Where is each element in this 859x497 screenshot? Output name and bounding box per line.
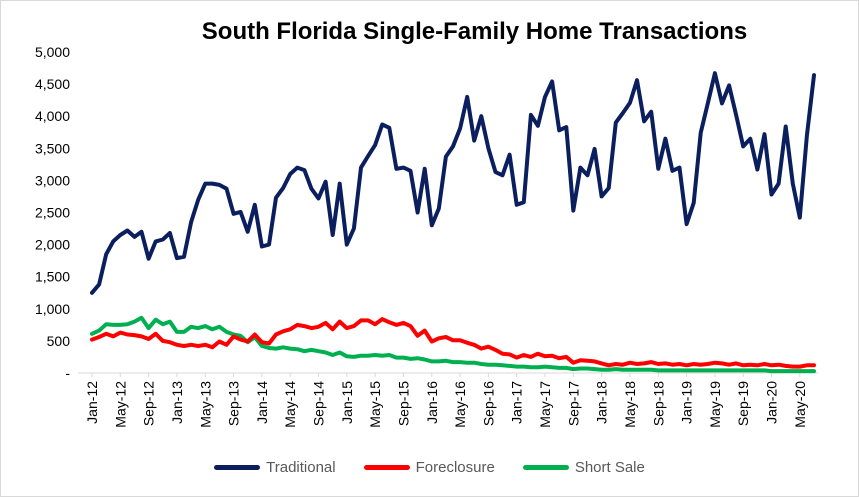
- x-tick-label: Jan-12: [84, 381, 100, 424]
- y-tick-label: 2,000: [35, 237, 70, 253]
- x-tick-label: May-20: [792, 381, 808, 428]
- y-tick-label: 500: [47, 333, 71, 349]
- series-line-foreclosure: [90, 317, 816, 369]
- y-tick-label: 1,500: [35, 269, 70, 285]
- legend-item-traditional: Traditional: [214, 458, 336, 476]
- x-tick-label: Sep-12: [141, 381, 157, 426]
- chart-title: South Florida Single-Family Home Transac…: [201, 18, 748, 45]
- x-tick-label: May-19: [707, 381, 723, 428]
- legend-item-foreclosure: Foreclosure: [363, 458, 495, 476]
- x-tick-label: May-18: [622, 381, 638, 428]
- x-tick-label: May-14: [282, 381, 298, 428]
- y-tick-label: 4,500: [35, 76, 70, 92]
- legend-label: Traditional: [266, 458, 336, 476]
- y-tick-label: 5,000: [35, 44, 70, 60]
- x-tick-label: Sep-18: [650, 381, 666, 426]
- x-tick-label: Sep-15: [395, 381, 411, 426]
- x-tick-label: May-12: [112, 381, 128, 428]
- y-tick-label: 1,000: [35, 301, 70, 317]
- x-tick-label: Sep-14: [311, 381, 327, 426]
- y-tick-label: 2,500: [35, 205, 70, 221]
- y-axis: - 500 1,000 1,500 2,000 2,500 3,000 3,500 4,000 4…: [35, 44, 70, 381]
- legend-swatch: [522, 464, 569, 470]
- x-tick-label: May-17: [537, 381, 553, 428]
- x-tick-label: Jan-15: [339, 381, 355, 424]
- x-tick-label: May-13: [197, 381, 213, 428]
- legend: Traditional Foreclosure Short Sale: [0, 455, 859, 479]
- legend-swatch: [363, 464, 410, 470]
- legend-label: Short Sale: [574, 458, 645, 476]
- y-tick-label: 4,000: [35, 108, 70, 124]
- x-tick-label: May-15: [367, 381, 383, 428]
- x-tick-label: Sep-19: [735, 381, 751, 426]
- x-tick-label: Jan-14: [254, 381, 270, 424]
- x-tick-label: Jan-20: [764, 381, 780, 424]
- x-tick-label: Sep-16: [480, 381, 496, 426]
- legend-label: Foreclosure: [415, 458, 495, 476]
- x-tick-label: Jan-18: [594, 381, 610, 424]
- y-tick-label: 3,000: [35, 172, 70, 188]
- x-tick-label: May-16: [452, 381, 468, 428]
- y-tick-label: 3,500: [35, 140, 70, 156]
- x-tick-label: Sep-17: [565, 381, 581, 426]
- series-line-short-sale: [90, 315, 816, 374]
- x-tick-label: Jan-19: [679, 381, 695, 424]
- x-axis: Jan-12 May-12 Sep-12 Jan-13 May-13 Sep-13 Jan-…: [84, 373, 808, 428]
- legend-item-short-sale: Short Sale: [522, 458, 645, 476]
- x-tick-label: Sep-13: [226, 381, 242, 426]
- x-tick-label: Jan-16: [424, 381, 440, 424]
- series-line-traditional: [90, 71, 816, 295]
- y-tick-label: -: [65, 365, 70, 381]
- legend-swatch: [214, 464, 261, 470]
- x-tick-label: Jan-17: [509, 381, 525, 424]
- series-layer: [90, 71, 816, 374]
- x-tick-label: Jan-13: [169, 381, 185, 424]
